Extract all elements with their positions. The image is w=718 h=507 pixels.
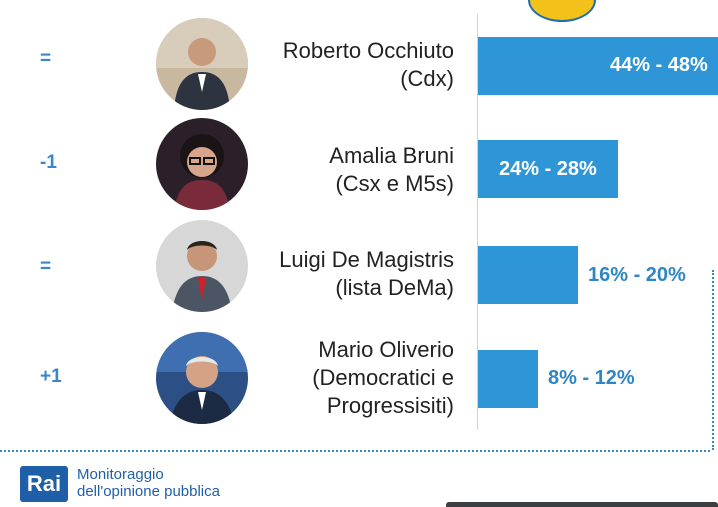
footer-line: dell'opinione pubblica <box>77 483 220 500</box>
name-line: (Cdx) <box>400 66 454 91</box>
name-line: (Democratici e <box>312 365 454 390</box>
candidate-photo <box>156 118 248 210</box>
candidate-row: = Luigi De Magistris (lista DeMa) 16% - … <box>0 218 718 322</box>
rank-change: -1 <box>40 152 57 173</box>
rank-change: +1 <box>40 366 62 387</box>
name-line: Mario Oliverio <box>318 337 454 362</box>
name-line: Luigi De Magistris <box>279 247 454 272</box>
bar-value-label: 44% - 48% <box>610 54 708 76</box>
footer-caption: Monitoraggio dell'opinione pubblica <box>77 466 297 500</box>
candidate-photo <box>156 220 248 312</box>
dotted-divider <box>0 450 710 452</box>
name-line: (Csx e M5s) <box>335 171 454 196</box>
name-line: Progressisiti) <box>326 393 454 418</box>
rank-change: = <box>40 48 52 69</box>
bar-mark <box>478 37 718 95</box>
bar-value-label: 16% - 20% <box>588 264 686 286</box>
bar-baseline <box>477 14 478 430</box>
candidate-name: Roberto Occhiuto (Cdx) <box>234 37 454 93</box>
candidate-row: +1 Mario Oliverio (Democratici e Progres… <box>0 322 718 426</box>
name-line: Amalia Bruni <box>329 143 454 168</box>
bar-mark <box>478 140 618 198</box>
name-line: (lista DeMa) <box>335 275 454 300</box>
rank-change: = <box>40 256 52 277</box>
bar-value-label: 24% - 28% <box>499 158 597 180</box>
window-edge <box>446 502 718 507</box>
footer-line: Monitoraggio <box>77 466 164 483</box>
bar-value-label: 8% - 12% <box>548 367 635 389</box>
candidate-row: -1 Amalia Bruni (Csx e M5s) 24% - 28% <box>0 116 718 220</box>
candidate-name: Luigi De Magistris (lista DeMa) <box>234 246 454 302</box>
bar-mark <box>478 350 538 408</box>
candidate-row: = Roberto Occhiuto (Cdx) 44% - 48% <box>0 12 718 116</box>
candidate-photo <box>156 18 248 110</box>
candidate-name: Amalia Bruni (Csx e M5s) <box>234 142 454 198</box>
candidate-name: Mario Oliverio (Democratici e Progressis… <box>234 336 454 420</box>
rai-logo: Rai <box>20 466 68 502</box>
name-line: Roberto Occhiuto <box>282 38 454 63</box>
candidate-photo <box>156 332 248 424</box>
bar-mark <box>478 246 578 304</box>
dotted-connector <box>712 270 714 450</box>
